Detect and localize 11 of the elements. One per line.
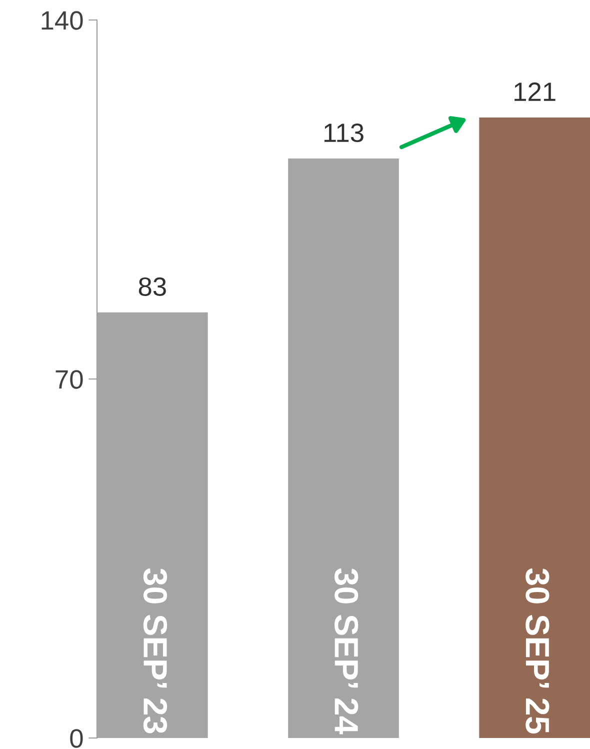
bar	[479, 117, 590, 738]
x-tick-label: 30 SEP’ 23	[143, 568, 168, 734]
data-label: 83	[138, 277, 166, 296]
data-label: 121	[514, 82, 556, 101]
x-tick-label: 30 SEP’ 24	[334, 568, 358, 734]
x-tick-label: 30 SEP’ 25	[526, 568, 550, 734]
y-tick-label: 0	[70, 729, 83, 748]
y-tick-label: 140	[42, 11, 83, 30]
data-label: 113	[324, 123, 364, 142]
bar	[288, 158, 399, 738]
y-tick-label: 70	[56, 370, 83, 389]
